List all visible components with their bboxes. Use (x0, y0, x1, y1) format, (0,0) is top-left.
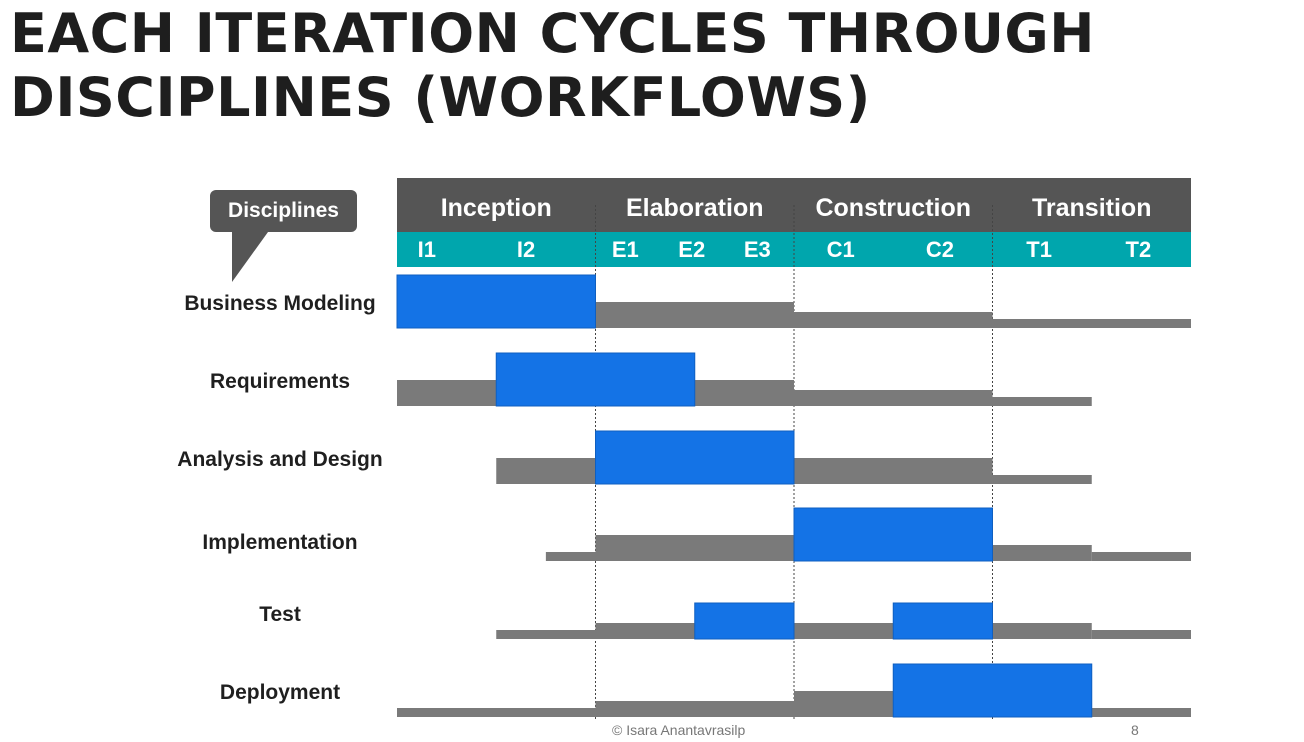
deployment-effort-xlow (1091, 708, 1191, 717)
phase-label-construction: Construction (815, 194, 971, 222)
test-effort-xlow (1091, 630, 1191, 639)
requirements-effort-xlow (992, 397, 1092, 406)
iteration-label-c2: C2 (926, 237, 954, 262)
analysis-and-design-effort-high (595, 430, 795, 485)
requirements-effort-med (694, 380, 794, 406)
copyright-footer: © Isara Anantavrasilp (612, 722, 746, 738)
implementation-effort-xlow (545, 552, 596, 561)
iteration-label-e1: E1 (612, 237, 639, 262)
iteration-label-c1: C1 (827, 237, 855, 262)
analysis-and-design-effort-med (496, 458, 596, 484)
iteration-label-i1: I1 (418, 237, 436, 262)
test-effort-xlow (496, 630, 596, 639)
disciplines-callout-label: Disciplines (210, 190, 357, 232)
test-effort-low (595, 623, 695, 639)
phase-label-transition: Transition (1032, 194, 1151, 222)
discipline-label-analysis-and-design: Analysis and Design (177, 448, 383, 471)
slide-title: EACH ITERATION CYCLES THROUGH DISCIPLINE… (10, 2, 1095, 130)
requirements-effort-low (794, 390, 993, 406)
disciplines-callout: Disciplines (210, 190, 357, 282)
slide-title-line-2: DISCIPLINES (WORKFLOWS) (10, 66, 871, 129)
iteration-label-i2: I2 (517, 237, 535, 262)
implementation-effort-xlow (1091, 552, 1191, 561)
test-effort-medhigh (694, 602, 795, 640)
test-effort-low (794, 623, 894, 639)
deployment-effort-low (595, 701, 794, 717)
iteration-label-t2: T2 (1126, 237, 1152, 262)
phase-label-inception: Inception (441, 194, 552, 222)
business-modeling-effort-low (794, 312, 993, 328)
business-modeling-effort-med (595, 302, 794, 328)
deployment-effort-xlow (397, 708, 596, 717)
analysis-and-design-effort-xlow (992, 475, 1092, 484)
analysis-and-design-effort-med (794, 458, 993, 484)
iteration-label-t1: T1 (1026, 237, 1052, 262)
requirements-effort-high (495, 352, 696, 407)
iteration-label-e3: E3 (744, 237, 771, 262)
discipline-label-implementation: Implementation (202, 531, 358, 554)
requirements-effort-med (397, 380, 497, 406)
discipline-label-requirements: Requirements (209, 370, 351, 393)
slide-title-line-1: EACH ITERATION CYCLES THROUGH (10, 2, 1095, 65)
phase-label-elaboration: Elaboration (626, 194, 764, 222)
discipline-label-test: Test (259, 603, 301, 626)
implementation-effort-med (595, 535, 794, 561)
discipline-label-business-modeling: Business Modeling (184, 292, 376, 315)
test-effort-low (992, 623, 1092, 639)
deployment-effort-med (794, 691, 894, 717)
test-effort-medhigh (892, 602, 993, 640)
implementation-effort-high (793, 507, 993, 562)
implementation-effort-low (992, 545, 1092, 561)
business-modeling-effort-xlow (992, 319, 1191, 328)
deployment-effort-high (892, 663, 1093, 718)
iteration-label-e2: E2 (678, 237, 705, 262)
business-modeling-effort-high (396, 274, 596, 329)
page-number: 8 (1131, 722, 1139, 738)
discipline-label-deployment: Deployment (219, 681, 341, 704)
callout-pointer-icon (232, 232, 268, 282)
